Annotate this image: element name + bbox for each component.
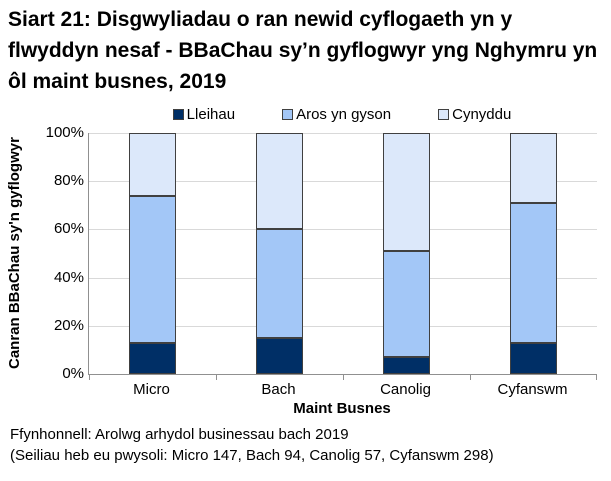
category-label: Bach	[261, 381, 296, 398]
bar-segment	[256, 133, 303, 229]
footer: Ffynhonnell: Arolwg arhydol businessau b…	[10, 424, 605, 466]
bar-segment	[510, 343, 557, 374]
bar-segment	[129, 133, 176, 196]
y-tick-label: 40%	[53, 269, 84, 286]
y-tick-label: 60%	[53, 220, 84, 237]
bar-segment	[383, 133, 430, 251]
y-tick-label: 100%	[45, 124, 84, 141]
bar-segment	[510, 133, 557, 203]
gridline	[89, 133, 597, 134]
gridline	[89, 181, 597, 182]
plot-area	[88, 133, 597, 380]
gridline	[89, 229, 597, 230]
x-axis-title: Maint Busnes	[293, 400, 391, 417]
x-axis-category-labels: Micro Bach Canolig Cyfanswm	[88, 381, 596, 400]
category-label: Micro	[133, 381, 170, 398]
y-tick-label: 80%	[53, 172, 84, 189]
legend-item: Lleihau	[172, 105, 236, 123]
y-tick-label: 0%	[62, 365, 84, 382]
bar-segment	[510, 203, 557, 343]
chart-title: Siart 21: Disgwyliadau o ran newid cyflo…	[8, 8, 598, 93]
source-note: Ffynhonnell: Arolwg arhydol businessau b…	[10, 426, 349, 443]
bar-segment	[256, 338, 303, 374]
legend-label: Aros yn gyson	[296, 105, 392, 123]
x-axis-tick	[89, 375, 90, 380]
legend: Lleihau Aros yn gyson Cynyddu	[88, 104, 596, 124]
x-axis-tick	[470, 375, 471, 380]
legend-item: Cynyddu	[438, 106, 511, 123]
x-axis-tick	[216, 375, 217, 380]
base-sizes-note: (Seiliau heb eu pwysoli: Micro 147, Bach…	[10, 447, 494, 464]
bar-segment	[129, 343, 176, 374]
x-axis-tick	[596, 375, 597, 380]
category-label: Cyfanswm	[497, 381, 568, 398]
bar-segment	[383, 251, 430, 357]
y-tick-label: 20%	[53, 317, 84, 334]
gridline	[89, 326, 597, 327]
legend-swatch	[438, 108, 450, 120]
gridline	[89, 278, 597, 279]
legend-swatch	[172, 108, 184, 120]
category-label: Canolig	[380, 381, 431, 398]
legend-swatch	[282, 108, 294, 120]
legend-label: Cynyddu	[452, 105, 512, 123]
bar-segment	[129, 196, 176, 343]
x-axis-tick	[343, 375, 344, 380]
y-axis-tick-labels: 0% 20% 40% 60% 80% 100%	[0, 124, 84, 382]
legend-label: Lleihau	[186, 105, 236, 123]
legend-item: Aros yn gyson	[282, 106, 391, 123]
bar-segment	[256, 229, 303, 338]
bar-segment	[383, 357, 430, 374]
